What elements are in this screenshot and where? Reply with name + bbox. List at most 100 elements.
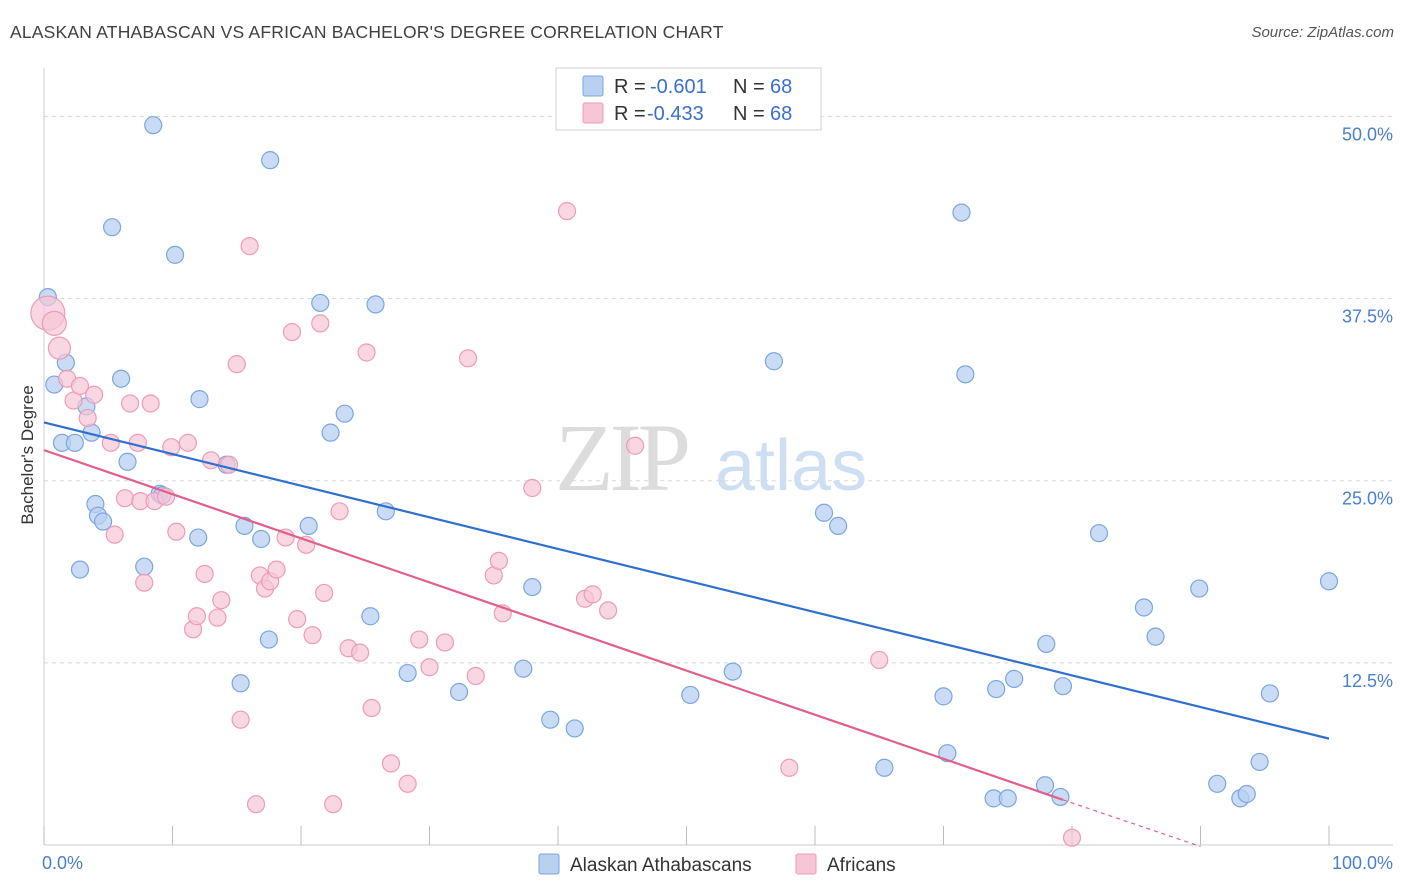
legend-n-value-blue: 68 [770, 76, 792, 98]
data-point-athabascan [299, 516, 318, 535]
data-point-african [583, 585, 602, 604]
data-point-african [523, 478, 542, 498]
data-point-athabascan [938, 744, 957, 763]
data-point-african [208, 608, 227, 627]
data-point-african [315, 583, 334, 603]
x-tick-labels: 0.0% 100.0% [42, 853, 1393, 873]
y-tick-label: 50.0% [1342, 124, 1393, 144]
data-point-athabascan [681, 685, 700, 705]
data-point-african [162, 438, 181, 457]
axes [43, 68, 1393, 846]
data-point-african [330, 502, 349, 521]
data-point-african [128, 433, 147, 452]
data-point-athabascan [259, 630, 278, 649]
data-point-african [870, 650, 889, 670]
trend-lines [43, 421, 1330, 848]
data-point-african [105, 525, 124, 544]
chart-title: ALASKAN ATHABASCAN VS AFRICAN BACHELOR'S… [10, 22, 724, 42]
trendline-africans-extension [1062, 799, 1201, 848]
data-point-athabascan [814, 503, 834, 522]
data-point-african [357, 343, 376, 362]
data-point-athabascan [261, 151, 280, 170]
data-point-african [78, 408, 97, 428]
data-point-athabascan [934, 687, 953, 706]
data-point-african [246, 795, 266, 814]
data-point-athabascan [65, 433, 84, 452]
data-point-african [201, 451, 221, 470]
y-axis-label: Bachelor's Degree [18, 385, 37, 524]
data-point-african [311, 314, 330, 333]
data-point-athabascan [361, 607, 380, 626]
data-point-african [780, 758, 799, 777]
data-point-african [410, 630, 429, 649]
data-point-african [167, 522, 186, 541]
data-point-athabascan [1053, 677, 1073, 696]
legend-r-label-blue: R = [614, 76, 646, 98]
data-point-african [85, 385, 104, 404]
data-point-athabascan [111, 369, 131, 388]
data-point-african [41, 310, 67, 336]
data-point-athabascan [1319, 572, 1339, 591]
data-point-african [420, 658, 439, 677]
data-point-african [557, 202, 577, 221]
data-point-african [135, 573, 154, 592]
data-point-athabascan [875, 758, 894, 777]
y-tick-label: 25.0% [1342, 489, 1393, 509]
legend-swatch-africans [795, 853, 817, 875]
data-point-athabascan [1146, 627, 1165, 646]
trendline-athabascans [43, 421, 1330, 740]
data-point-athabascan [231, 674, 250, 693]
data-point-african [458, 349, 478, 368]
data-point-african [381, 754, 401, 773]
data-point-african [435, 633, 455, 652]
data-point-athabascan [118, 452, 137, 471]
data-point-african [466, 666, 485, 686]
data-point-african [599, 601, 618, 620]
data-point-athabascan [103, 218, 122, 237]
data-point-athabascan [189, 528, 208, 547]
y-tick-labels: 12.5% 25.0% 37.5% 50.0% [1342, 124, 1393, 690]
data-point-african [324, 795, 343, 814]
data-point-athabascan [1250, 752, 1269, 772]
data-point-african [288, 610, 307, 629]
data-point-african [187, 607, 207, 626]
legend-swatch-athabascans [538, 853, 560, 875]
data-point-african [212, 591, 231, 610]
legend-label-africans: Africans [827, 855, 896, 876]
y-tick-label: 12.5% [1342, 671, 1393, 691]
data-point-athabascan [514, 659, 533, 678]
data-point-athabascan [1005, 669, 1024, 688]
data-point-athabascan [135, 557, 154, 576]
series-africans [30, 202, 1082, 847]
legend-n-label-pink: N = [733, 103, 765, 125]
legend-label-athabascans: Alaskan Athabascans [570, 855, 752, 876]
data-point-athabascan [449, 682, 469, 702]
data-point-athabascan [956, 365, 975, 384]
data-point-athabascan [190, 390, 209, 409]
data-point-african [70, 376, 90, 396]
data-point-athabascan [1037, 634, 1056, 654]
data-point-african [178, 433, 198, 452]
data-point-athabascan [311, 293, 330, 313]
data-point-african [398, 774, 417, 793]
trendline-africans [43, 449, 1064, 801]
watermark-atlas: atlas [715, 426, 867, 506]
data-point-athabascan [335, 404, 354, 423]
data-point-athabascan [252, 529, 271, 549]
data-point-african [625, 436, 645, 455]
x-tick-label-max: 100.0% [1332, 853, 1393, 873]
legend-swatch-pink [582, 102, 604, 124]
data-point-african [489, 551, 508, 570]
data-point-athabascan [321, 423, 340, 442]
data-point-african [227, 355, 246, 374]
data-point-athabascan [1260, 684, 1279, 703]
data-point-african [47, 336, 72, 360]
data-point-african [282, 322, 302, 342]
data-point-african [240, 237, 259, 256]
data-point-athabascan [235, 516, 254, 535]
data-point-african [115, 489, 135, 508]
legend-swatch-blue [582, 75, 604, 97]
data-point-athabascan [1237, 784, 1256, 804]
data-point-african [362, 698, 381, 718]
